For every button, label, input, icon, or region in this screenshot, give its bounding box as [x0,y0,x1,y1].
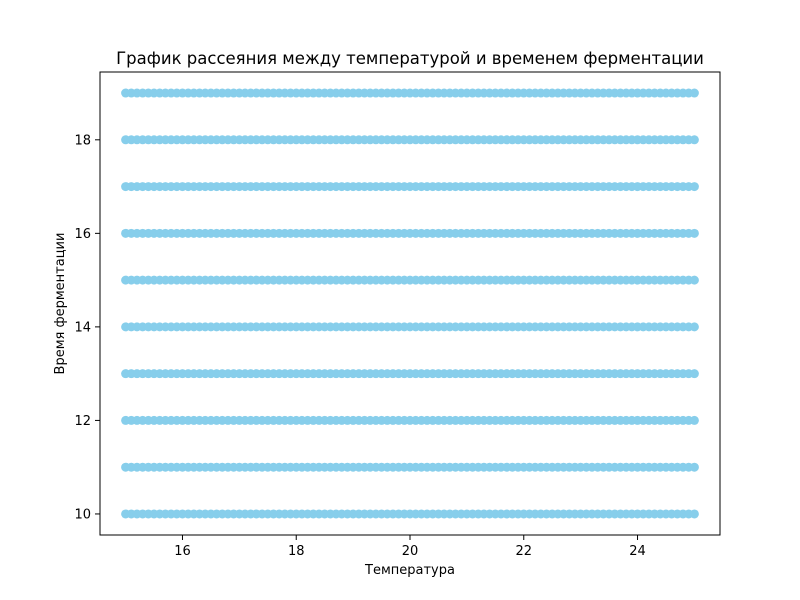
x-tick-label: 24 [629,544,646,559]
y-tick-label: 12 [74,414,91,429]
scatter-point [689,182,699,192]
scatter-point [689,462,699,472]
chart-title: График рассеяния между температурой и вр… [116,49,704,68]
x-ticks-layer: 16 18 20 22 24 [174,535,646,559]
y-axis-label: Время ферментации [53,233,68,375]
scatter-point [689,322,699,332]
x-tick-label: 20 [402,544,419,559]
scatter-point [689,228,699,238]
y-tick-label: 14 [74,320,91,335]
points-layer [121,88,699,519]
y-tick-label: 18 [74,133,91,148]
scatter-point [689,369,699,379]
scatter-point [689,415,699,425]
x-tick-label: 22 [515,544,532,559]
y-ticks-layer: 10 12 14 16 18 [74,133,100,522]
x-axis-label: Температура [364,563,455,578]
y-tick-label: 16 [74,227,91,242]
x-tick-label: 18 [288,544,305,559]
x-tick-label: 16 [174,544,191,559]
scatter-point [689,135,699,145]
scatter-point [689,509,699,519]
y-tick-label: 10 [74,507,91,522]
scatter-point [689,275,699,285]
scatter-point [689,88,699,98]
